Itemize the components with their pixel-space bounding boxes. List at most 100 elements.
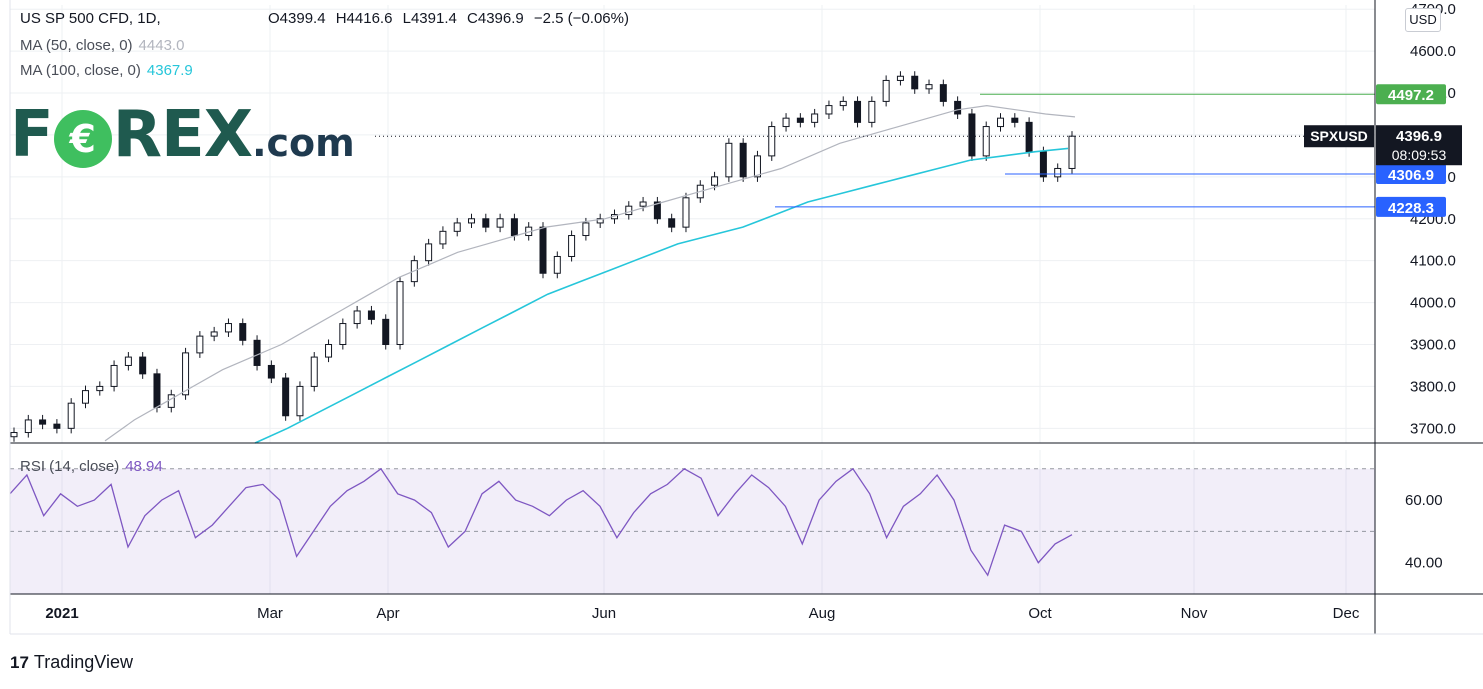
logo-f: F (10, 98, 54, 172)
y-tick-label: 4600.0 (1410, 43, 1456, 60)
level-tag: 4497.2 (1388, 87, 1434, 104)
tradingview-text: TradingView (33, 652, 133, 672)
candle (110, 364, 118, 387)
candle (568, 235, 576, 257)
rsi-label-text: RSI (14, close) (20, 458, 120, 475)
candle (625, 205, 633, 216)
candle (124, 356, 132, 366)
rsi-series (9, 467, 1073, 577)
rsi-band (10, 468, 1375, 595)
candle (510, 218, 518, 237)
candle (582, 222, 590, 237)
candle (1068, 135, 1076, 169)
x-tick-label: Aug (809, 605, 836, 622)
ma100-label: MA (100, close, 0) (20, 62, 141, 79)
candle (596, 218, 604, 224)
ma50-line (104, 104, 1076, 442)
candle (939, 84, 947, 102)
ma100-value: 4367.9 (146, 62, 193, 79)
logo-com: .com (252, 121, 355, 165)
candle (782, 117, 790, 128)
y-tick-label: 3800.0 (1410, 378, 1456, 395)
ma100-line (254, 147, 1069, 444)
candle (468, 218, 476, 224)
level-tag: 4228.3 (1388, 200, 1434, 217)
ma100-legend: MA (100, close, 0) 4367.9 (20, 62, 193, 79)
rsi-value: 48.94 (125, 458, 163, 475)
last-price-tag-bg (1376, 125, 1462, 166)
candle (668, 218, 676, 228)
x-tick-label: Oct (1028, 605, 1052, 622)
candle (882, 79, 890, 102)
tradingview-brand[interactable]: 17 TradingView (10, 652, 133, 673)
candle (139, 356, 147, 375)
rsi-legend: RSI (14, close) 48.94 (20, 458, 163, 475)
rsi-line (9, 467, 1073, 577)
candle (67, 402, 75, 429)
currency-button[interactable]: USD (1405, 8, 1441, 32)
tradingview-logo-icon: 17 (10, 653, 29, 672)
candle (196, 335, 204, 354)
candle (1054, 167, 1062, 178)
candle (796, 117, 804, 123)
candle (24, 419, 32, 434)
candle (239, 323, 247, 341)
rsi-axis-labels: 40.00 60.00 (1405, 492, 1443, 572)
ma50-label: MA (50, close, 0) (20, 37, 133, 54)
close-value: C4396.9 (467, 10, 524, 27)
symbol-tag-bg (1304, 125, 1374, 148)
x-tick-label: Jun (592, 605, 616, 622)
candle (39, 419, 47, 425)
price-tags: 4497.2 4306.9 4228.3 SPXUSD 4396.9 08:09:53 (1304, 84, 1462, 217)
candle (396, 281, 404, 346)
level-tag-bg (1376, 196, 1446, 217)
candle (954, 100, 962, 115)
candle (153, 373, 161, 408)
candle (896, 75, 904, 81)
price-series (10, 71, 1076, 444)
candle (1039, 151, 1047, 178)
candle (382, 318, 390, 346)
candle (825, 105, 833, 115)
candle (968, 113, 976, 157)
candle (325, 344, 333, 358)
candle (768, 126, 776, 157)
candle (839, 100, 847, 107)
candle (539, 226, 547, 274)
candle (1025, 121, 1033, 153)
candle (253, 339, 261, 366)
logo-rex: REX (112, 98, 253, 172)
candle (367, 310, 375, 320)
rsi-tick-label: 40.00 (1405, 555, 1443, 572)
symbol-legend: US SP 500 CFD, 1D, (20, 10, 161, 27)
ohlc-readout: O4399.4 H4416.6 L4391.4 C4396.9 −2.5 (−0… (268, 10, 635, 27)
candle (496, 218, 504, 228)
rsi-tick-label: 60.00 (1405, 492, 1443, 509)
candle (739, 142, 747, 178)
candle (682, 197, 690, 228)
candle (725, 142, 733, 178)
y-tick-label: 3900.0 (1410, 337, 1456, 354)
candle (811, 113, 819, 123)
candle (997, 117, 1005, 128)
candle (753, 155, 761, 178)
horizontal-levels (375, 93, 1375, 208)
x-tick-label: 2021 (45, 605, 78, 622)
candle (439, 230, 447, 245)
candle (267, 364, 275, 379)
y-tick-label: 4000.0 (1410, 295, 1456, 312)
candle (339, 323, 347, 346)
candle (1011, 117, 1019, 123)
change-value: −2.5 (−0.06%) (533, 10, 629, 27)
level-tag: 4306.9 (1388, 167, 1434, 184)
level-tag-bg (1376, 163, 1446, 184)
symbol-tag: SPXUSD (1310, 128, 1368, 144)
candle (982, 126, 990, 157)
candle (296, 385, 304, 417)
x-tick-label: Apr (376, 605, 399, 622)
x-tick-label: Mar (257, 605, 283, 622)
candle (553, 255, 561, 274)
candle (925, 84, 933, 90)
symbol-title: US SP 500 CFD, 1D, (20, 10, 161, 27)
forex-logo: F € REX.com (10, 98, 355, 172)
